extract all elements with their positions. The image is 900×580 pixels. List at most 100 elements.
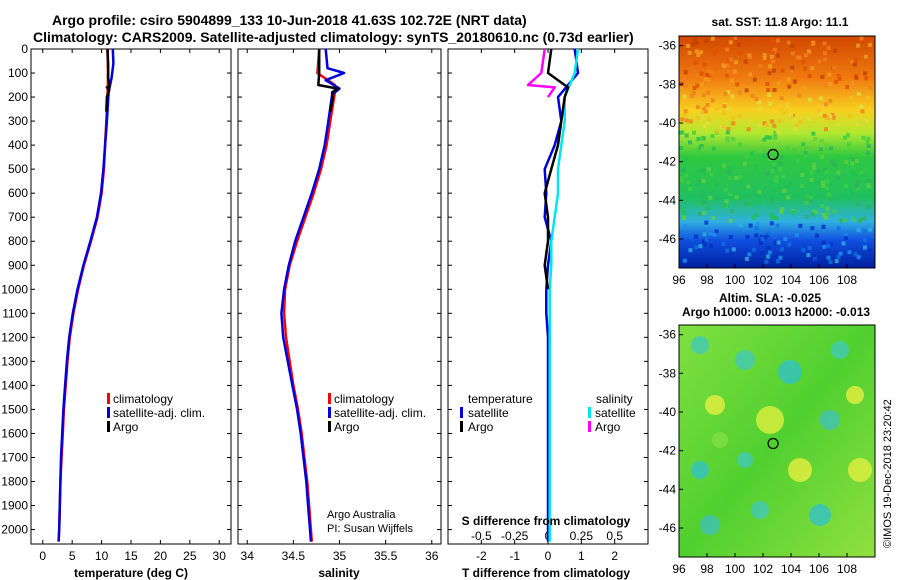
sst-cell bbox=[838, 251, 843, 256]
sst-cell bbox=[706, 69, 711, 74]
lon-tick-label: 104 bbox=[781, 273, 801, 287]
sst-cell bbox=[728, 57, 733, 62]
sst-cell bbox=[844, 183, 849, 188]
sst-cell bbox=[679, 176, 684, 180]
salinity-depth-gridticks bbox=[238, 48, 441, 531]
sst-cell bbox=[769, 54, 774, 59]
series-line-argo bbox=[317, 49, 339, 112]
sst-cell bbox=[787, 102, 792, 106]
sst-cell bbox=[835, 122, 840, 127]
sst-cell bbox=[829, 146, 833, 151]
lat-tick-label: -42 bbox=[659, 155, 677, 169]
sst-cell bbox=[701, 239, 706, 244]
sst-cell bbox=[807, 246, 812, 250]
sst-cell bbox=[722, 64, 727, 69]
sst-cell bbox=[726, 90, 731, 95]
sst-cell bbox=[831, 115, 836, 120]
sst-cell bbox=[723, 187, 728, 192]
sst-cell bbox=[860, 109, 865, 114]
x-tick-label: 34.5 bbox=[282, 549, 306, 563]
sst-cell bbox=[768, 250, 772, 255]
sst-cell bbox=[693, 60, 698, 65]
legend-argo: Argo bbox=[113, 420, 139, 434]
sst-cell bbox=[712, 51, 717, 56]
sst-cell bbox=[722, 163, 727, 168]
sst-cell bbox=[694, 40, 699, 45]
sst-cell bbox=[762, 137, 767, 142]
sst-cell bbox=[839, 218, 844, 223]
sst-cell bbox=[702, 62, 707, 67]
sst-cell bbox=[790, 210, 795, 215]
sst-cell bbox=[700, 136, 705, 140]
depth-tick-label: 1000 bbox=[1, 282, 28, 296]
sst-cell bbox=[699, 50, 704, 55]
sst-cell bbox=[827, 82, 832, 86]
sst-cell bbox=[773, 130, 778, 135]
difference-panel: -2 -1 0 1 2 -0.5 -0.25 0 0.25 0.5 T difference f… bbox=[447, 48, 649, 580]
sst-cell bbox=[846, 133, 850, 138]
sst-cell bbox=[820, 155, 825, 160]
lon-tick-label: 96 bbox=[672, 562, 686, 576]
sst-cell bbox=[694, 49, 699, 54]
sla-map-lon-ticks: 96 98 100 102 104 106 108 bbox=[672, 553, 857, 576]
sst-cell bbox=[775, 38, 780, 43]
sst-cell bbox=[696, 115, 700, 120]
sst-cell bbox=[754, 233, 759, 238]
temperature-ticks: 0 5 10 15 20 25 30 bbox=[39, 49, 226, 563]
sst-cell bbox=[701, 93, 706, 98]
sst-cell bbox=[862, 237, 867, 242]
sst-cell bbox=[863, 54, 868, 59]
sst-cell bbox=[797, 93, 802, 98]
sst-cell bbox=[704, 76, 709, 81]
lat-tick-label: -38 bbox=[659, 77, 677, 91]
sst-cell bbox=[861, 152, 866, 157]
sst-cell bbox=[693, 234, 698, 239]
sla-blob bbox=[848, 458, 872, 482]
sst-cell bbox=[757, 100, 762, 105]
sst-cell bbox=[818, 147, 823, 152]
sst-cell bbox=[696, 147, 701, 152]
sst-cell bbox=[730, 78, 735, 83]
sst-cell bbox=[825, 206, 830, 211]
sst-map-lat-ticks: -36 -38 -40 -42 -44 -46 bbox=[659, 39, 683, 246]
sst-cell bbox=[772, 123, 777, 128]
sst-cell bbox=[737, 90, 742, 95]
sst-cell bbox=[858, 104, 863, 109]
sst-cell bbox=[836, 176, 840, 181]
sla-blob bbox=[712, 432, 728, 448]
depth-tick-label: 200 bbox=[8, 90, 28, 104]
sst-cell bbox=[745, 153, 750, 158]
sst-cell bbox=[772, 68, 776, 73]
legend-swatch-satellite bbox=[328, 407, 331, 418]
x-tick-label: 1 bbox=[578, 549, 585, 563]
sst-cell bbox=[706, 90, 711, 95]
sst-cell bbox=[795, 158, 800, 163]
depth-tick-label: 800 bbox=[8, 234, 28, 248]
sst-cell bbox=[772, 88, 777, 92]
sst-cell bbox=[865, 95, 870, 100]
lat-tick-label: -44 bbox=[659, 193, 677, 207]
sst-cell bbox=[778, 255, 783, 260]
sst-cell bbox=[744, 202, 749, 207]
sst-cell bbox=[770, 168, 775, 173]
sst-cell bbox=[808, 97, 812, 102]
sst-cell bbox=[700, 103, 705, 108]
sst-cell bbox=[843, 135, 848, 140]
sst-cell bbox=[863, 229, 868, 234]
lat-tick-label: -38 bbox=[659, 366, 677, 380]
s-tick-label: -0.5 bbox=[471, 529, 492, 543]
sst-cell bbox=[819, 139, 824, 144]
sla-blob bbox=[700, 515, 720, 535]
depth-tick-label: 1200 bbox=[1, 330, 28, 344]
sst-cell bbox=[708, 231, 713, 236]
sst-cell bbox=[859, 36, 864, 41]
sst-cell bbox=[732, 69, 737, 74]
sst-cell bbox=[725, 73, 730, 78]
sst-cell bbox=[851, 217, 856, 221]
x-tick-label: 5 bbox=[69, 549, 76, 563]
sst-map-frame bbox=[678, 35, 876, 269]
t-difference-xlabel: T difference from climatology bbox=[462, 566, 630, 580]
sst-cell bbox=[762, 153, 767, 158]
sst-cell bbox=[828, 114, 833, 119]
sst-cell bbox=[730, 94, 735, 99]
